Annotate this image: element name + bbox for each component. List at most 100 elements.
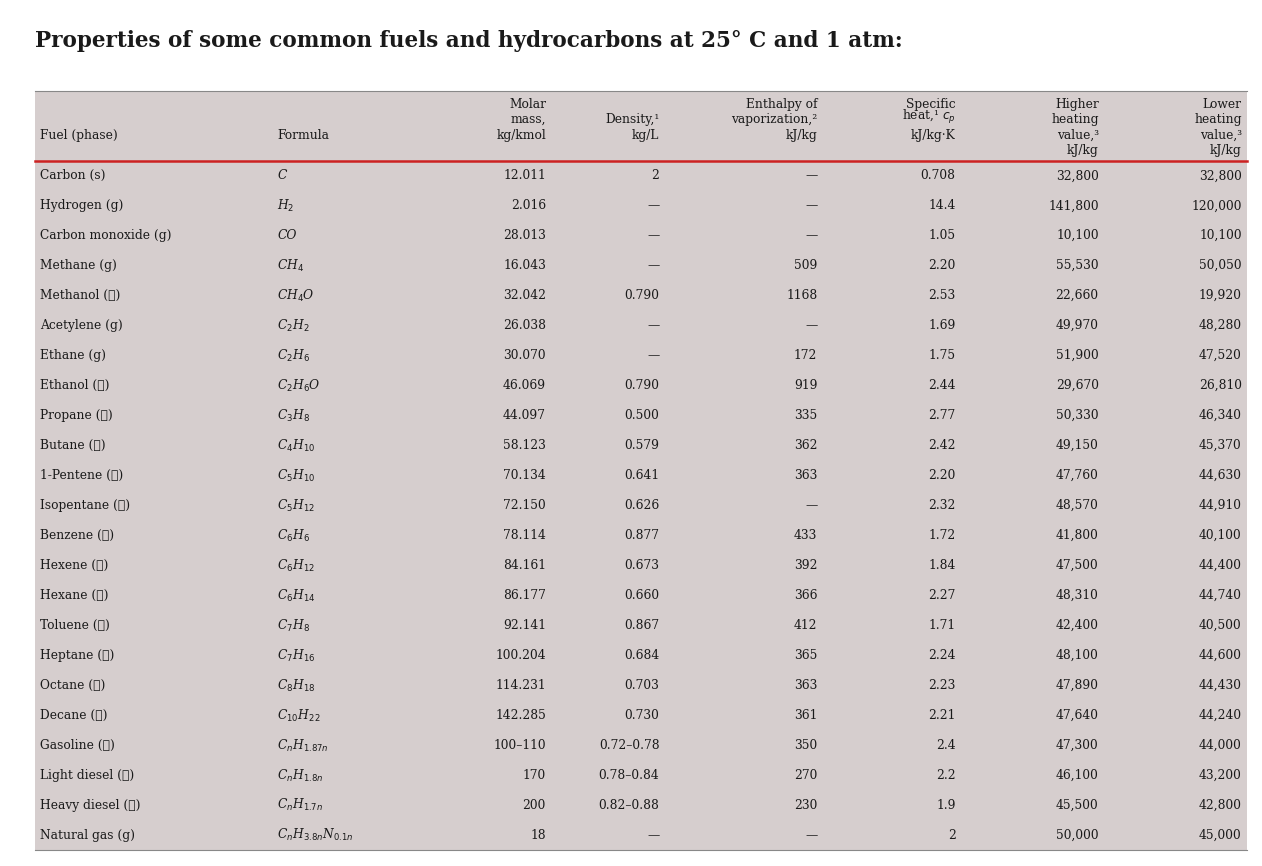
Text: —: — [805, 199, 818, 212]
Text: 45,000: 45,000 [1199, 829, 1242, 842]
Text: 26,810: 26,810 [1199, 379, 1242, 392]
Text: C$_n$H$_{1.87n}$: C$_n$H$_{1.87n}$ [278, 738, 329, 753]
Text: 30.070: 30.070 [504, 349, 546, 362]
Text: 2.53: 2.53 [929, 289, 955, 302]
Text: C$_7$H$_8$: C$_7$H$_8$ [278, 617, 310, 634]
Text: 1.75: 1.75 [929, 349, 955, 362]
Text: Heavy diesel (ℓ): Heavy diesel (ℓ) [40, 799, 141, 812]
Text: 47,520: 47,520 [1199, 349, 1242, 362]
Text: Enthalpy of: Enthalpy of [746, 98, 818, 111]
Text: C: C [278, 169, 286, 183]
Text: 72.150: 72.150 [504, 499, 546, 512]
Text: C$_4$H$_{10}$: C$_4$H$_{10}$ [278, 437, 316, 454]
Text: 366: 366 [794, 589, 818, 602]
Text: 0.708: 0.708 [920, 169, 955, 183]
Text: Benzene (ℓ): Benzene (ℓ) [40, 529, 115, 542]
Text: 26.038: 26.038 [504, 320, 546, 333]
Text: 51,900: 51,900 [1056, 349, 1099, 362]
Text: Butane (ℓ): Butane (ℓ) [40, 439, 106, 452]
Text: 2.77: 2.77 [929, 409, 955, 422]
Text: 48,310: 48,310 [1056, 589, 1099, 602]
Text: 361: 361 [794, 709, 818, 722]
Text: 86.177: 86.177 [504, 589, 546, 602]
Text: —: — [647, 829, 660, 842]
Text: 365: 365 [794, 649, 818, 662]
Text: 78.114: 78.114 [504, 529, 546, 542]
Text: 92.141: 92.141 [504, 619, 546, 632]
Text: 2.21: 2.21 [929, 709, 955, 722]
Text: Toluene (ℓ): Toluene (ℓ) [40, 619, 110, 632]
Text: Molar: Molar [509, 98, 546, 111]
Text: 350: 350 [794, 739, 818, 752]
Text: 114.231: 114.231 [496, 679, 546, 692]
Text: Isopentane (ℓ): Isopentane (ℓ) [40, 499, 130, 512]
Text: 16.043: 16.043 [504, 259, 546, 272]
Text: 70.134: 70.134 [504, 469, 546, 482]
Text: C$_5$H$_{12}$: C$_5$H$_{12}$ [278, 498, 316, 514]
Text: 28.013: 28.013 [504, 229, 546, 242]
Text: Fuel (phase): Fuel (phase) [40, 129, 119, 142]
Text: 170: 170 [522, 769, 546, 782]
Text: Specific: Specific [906, 98, 955, 111]
Text: 0.877: 0.877 [625, 529, 660, 542]
Text: 18: 18 [530, 829, 546, 842]
Text: —: — [647, 320, 660, 333]
Text: heating: heating [1051, 113, 1099, 126]
Text: 45,500: 45,500 [1056, 799, 1099, 812]
Text: 1.71: 1.71 [929, 619, 955, 632]
Text: 42,800: 42,800 [1199, 799, 1242, 812]
Text: 509: 509 [794, 259, 818, 272]
Text: mass,: mass, [511, 113, 546, 126]
Text: kJ/kg: kJ/kg [786, 129, 818, 142]
Text: 32.042: 32.042 [504, 289, 546, 302]
Text: —: — [647, 349, 660, 362]
Text: —: — [647, 259, 660, 272]
Text: kg/kmol: kg/kmol [496, 129, 546, 142]
Text: 392: 392 [794, 559, 818, 572]
Text: 0.673: 0.673 [625, 559, 660, 572]
Text: C$_n$H$_{3.8n}$N$_{0.1n}$: C$_n$H$_{3.8n}$N$_{0.1n}$ [278, 827, 353, 843]
Text: 44,400: 44,400 [1199, 559, 1242, 572]
Text: 1168: 1168 [786, 289, 818, 302]
Text: heating: heating [1194, 113, 1242, 126]
Text: 2: 2 [948, 829, 955, 842]
Text: 0.730: 0.730 [625, 709, 660, 722]
Text: 50,330: 50,330 [1056, 409, 1099, 422]
Text: Methane (g): Methane (g) [40, 259, 117, 272]
Bar [35, 91, 1247, 850]
Text: —: — [805, 229, 818, 242]
Text: value,³: value,³ [1200, 129, 1242, 142]
Text: 919: 919 [794, 379, 818, 392]
Text: Octane (ℓ): Octane (ℓ) [40, 679, 106, 692]
Text: Ethanol (ℓ): Ethanol (ℓ) [40, 379, 110, 392]
Text: Formula: Formula [278, 129, 329, 142]
Text: 2.24: 2.24 [928, 649, 955, 662]
Text: C$_n$H$_{1.8n}$: C$_n$H$_{1.8n}$ [278, 767, 323, 784]
Text: Propane (ℓ): Propane (ℓ) [40, 409, 114, 422]
Text: 412: 412 [794, 619, 818, 632]
Text: CH$_4$O: CH$_4$O [278, 288, 316, 304]
Text: Natural gas (g): Natural gas (g) [40, 829, 135, 842]
Text: 44,000: 44,000 [1199, 739, 1242, 752]
Text: Carbon monoxide (g): Carbon monoxide (g) [40, 229, 172, 242]
Text: C$_2$H$_6$O: C$_2$H$_6$O [278, 378, 321, 394]
Text: 1.9: 1.9 [936, 799, 955, 812]
Text: 2.2: 2.2 [936, 769, 955, 782]
Text: 44,600: 44,600 [1199, 649, 1242, 662]
Text: —: — [805, 499, 818, 512]
Text: C$_6$H$_6$: C$_6$H$_6$ [278, 527, 310, 544]
Text: Higher: Higher [1055, 98, 1099, 111]
Text: Light diesel (ℓ): Light diesel (ℓ) [40, 769, 135, 782]
Text: 363: 363 [794, 469, 818, 482]
Text: 14.4: 14.4 [929, 199, 955, 212]
Text: C$_2$H$_2$: C$_2$H$_2$ [278, 318, 310, 333]
Text: Hexene (ℓ): Hexene (ℓ) [40, 559, 109, 572]
Text: 47,300: 47,300 [1056, 739, 1099, 752]
Text: CH$_4$: CH$_4$ [278, 258, 304, 274]
Text: 433: 433 [794, 529, 818, 542]
Text: 0.82–0.88: 0.82–0.88 [598, 799, 660, 812]
Text: 32,800: 32,800 [1199, 169, 1242, 183]
Text: 44,630: 44,630 [1199, 469, 1242, 482]
Text: value,³: value,³ [1056, 129, 1099, 142]
Text: 362: 362 [794, 439, 818, 452]
